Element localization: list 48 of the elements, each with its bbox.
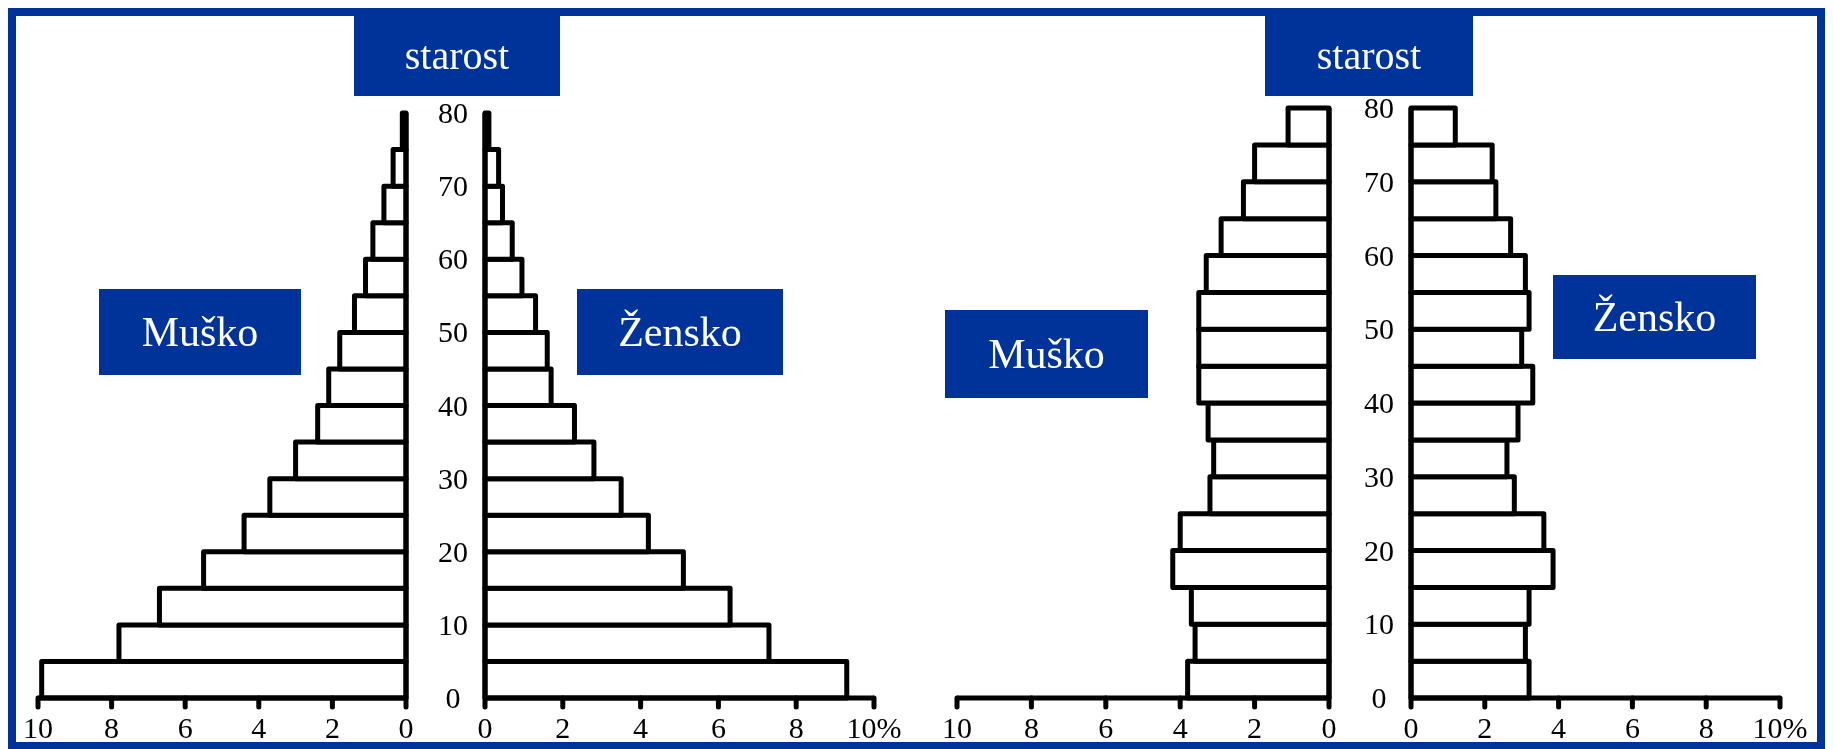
x-tick-label: 2 (555, 711, 571, 744)
x-tick-label: 8 (1023, 711, 1039, 744)
y-tick-label: 0 (445, 681, 461, 714)
x-tick-label: 10% (1752, 711, 1808, 744)
y-tick-label: 60 (1364, 238, 1394, 272)
y-tick-label: 0 (1371, 681, 1387, 714)
x-tick-label: 4 (1172, 711, 1188, 744)
y-axis-title: starost (404, 33, 510, 78)
y-tick-label: 80 (1364, 91, 1394, 124)
series-label: Žensko (1592, 294, 1717, 340)
x-tick-label: 8 (788, 711, 804, 744)
y-tick-label: 10 (438, 607, 468, 641)
x-tick-label: 2 (1477, 711, 1493, 744)
y-tick-label: 10 (1364, 607, 1394, 641)
y-tick-label: 30 (1364, 459, 1394, 493)
series-label: Žensko (618, 309, 742, 355)
y-tick-label: 20 (1364, 533, 1394, 567)
x-tick-label: 10 (23, 711, 53, 744)
x-tick-label: 6 (1624, 711, 1640, 744)
x-tick-label: 0 (1403, 711, 1419, 744)
y-tick-label: 20 (438, 534, 468, 568)
y-tick-label: 40 (438, 388, 468, 422)
y-tick-label: 70 (1364, 164, 1394, 198)
x-tick-label: 8 (104, 711, 120, 744)
y-tick-label: 50 (438, 315, 468, 349)
x-tick-label: 8 (1698, 711, 1714, 744)
y-tick-label: 70 (438, 169, 468, 203)
y-tick-label: 80 (438, 96, 468, 129)
text: Muško (988, 331, 1105, 377)
x-tick-label: 6 (177, 711, 193, 744)
y-tick-label: 30 (438, 461, 468, 495)
x-tick-label: 2 (324, 711, 340, 744)
x-tick-label: 0 (398, 711, 414, 744)
y-tick-label: 40 (1364, 386, 1394, 419)
y-tick-label: 50 (1364, 312, 1394, 346)
y-tick-label: 60 (438, 242, 468, 276)
x-tick-label: 0 (477, 711, 493, 744)
x-tick-label: 10% (846, 711, 902, 744)
y-axis-title: starost (1316, 33, 1422, 78)
x-tick-label: 4 (1551, 711, 1567, 744)
x-tick-label: 6 (1098, 711, 1114, 744)
x-tick-label: 0 (1321, 711, 1337, 744)
x-tick-label: 6 (710, 711, 726, 744)
x-tick-label: 2 (1247, 711, 1263, 744)
series-label: Muško (141, 309, 259, 355)
x-tick-label: 4 (251, 711, 267, 744)
x-tick-label: 10 (942, 711, 972, 744)
x-tick-label: 4 (633, 711, 649, 744)
